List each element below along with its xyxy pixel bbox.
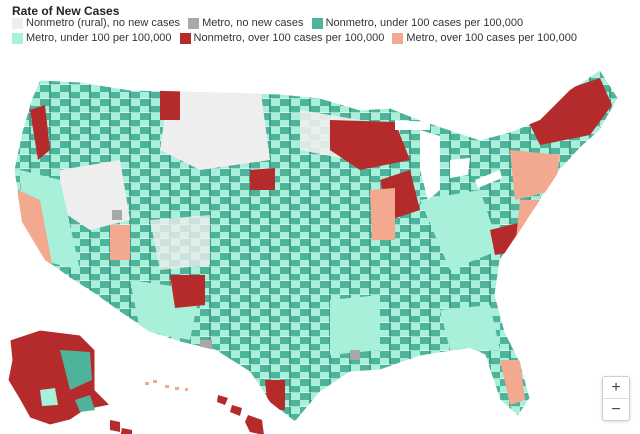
swatch-teal-icon [311, 17, 323, 29]
legend-item-metro-under-100: Metro, under 100 per 100,000 [12, 32, 172, 44]
swatch-mint-icon [12, 32, 23, 44]
aleutian-islands [145, 380, 188, 391]
alaska-shape [7, 329, 112, 426]
legend-item-nonmetro-under-100: Nonmetro, under 100 cases per 100,000 [311, 17, 524, 29]
legend-label: Nonmetro, under 100 cases per 100,000 [325, 17, 524, 29]
legend-label: Metro, over 100 cases per 100,000 [406, 32, 577, 44]
swatch-light-gray-icon [12, 17, 23, 29]
legend-label: Nonmetro (rural), no new cases [26, 17, 181, 29]
zoom-out-button[interactable]: − [603, 398, 629, 420]
legend-item-metro-no-cases: Metro, no new cases [188, 17, 304, 29]
legend-label: Metro, no new cases [202, 17, 304, 29]
swatch-gray-icon [188, 17, 200, 29]
us-county-map[interactable] [0, 50, 640, 434]
legend-item-nonmetro-over-100: Nonmetro, over 100 cases per 100,000 [179, 32, 385, 44]
legend-label: Metro, under 100 per 100,000 [26, 32, 172, 44]
legend-item-nonmetro-no-cases: Nonmetro (rural), no new cases [12, 17, 180, 29]
zoom-control: + − [602, 376, 630, 421]
zoom-in-button[interactable]: + [611, 378, 621, 396]
swatch-salmon-icon [392, 32, 404, 44]
legend-title: Rate of New Cases [12, 4, 120, 18]
legend: Nonmetro (rural), no new cases Metro, no… [12, 17, 632, 44]
legend-item-metro-over-100: Metro, over 100 cases per 100,000 [392, 32, 577, 44]
legend-label: Nonmetro, over 100 cases per 100,000 [193, 32, 385, 44]
swatch-dark-red-icon [179, 32, 191, 44]
hawaii-islands [110, 395, 264, 434]
